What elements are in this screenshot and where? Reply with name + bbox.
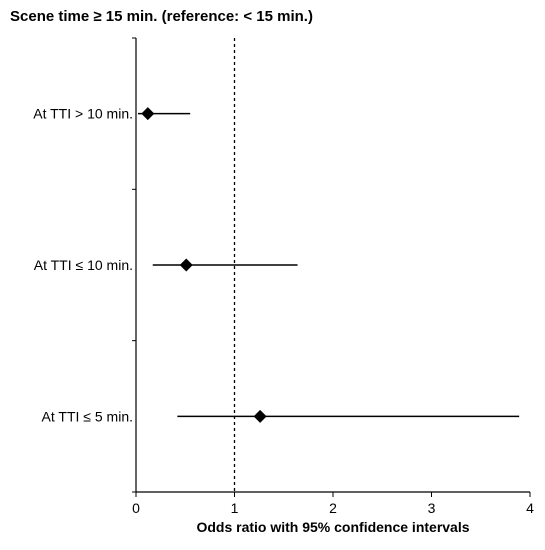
x-tick-label: 2 <box>329 500 337 516</box>
odds-ratio-marker <box>180 259 193 272</box>
category-label: At TTI ≤ 5 min. <box>42 408 133 424</box>
category-label: At TTI ≤ 10 min. <box>34 257 133 273</box>
labels: 0 1 2 3 4 Odds ratio with 95% confidence inte… <box>33 106 534 535</box>
x-tick-label: 4 <box>526 500 534 516</box>
x-tick-label: 0 <box>132 500 140 516</box>
odds-ratio-marker <box>141 107 154 120</box>
marks <box>138 107 519 423</box>
odds-ratio-marker <box>254 410 267 423</box>
x-tick-label: 1 <box>231 500 239 516</box>
axes <box>132 38 530 497</box>
x-tick-label: 3 <box>428 500 436 516</box>
x-axis-title: Odds ratio with 95% confidence intervals <box>196 519 469 535</box>
category-label: At TTI > 10 min. <box>33 106 133 122</box>
